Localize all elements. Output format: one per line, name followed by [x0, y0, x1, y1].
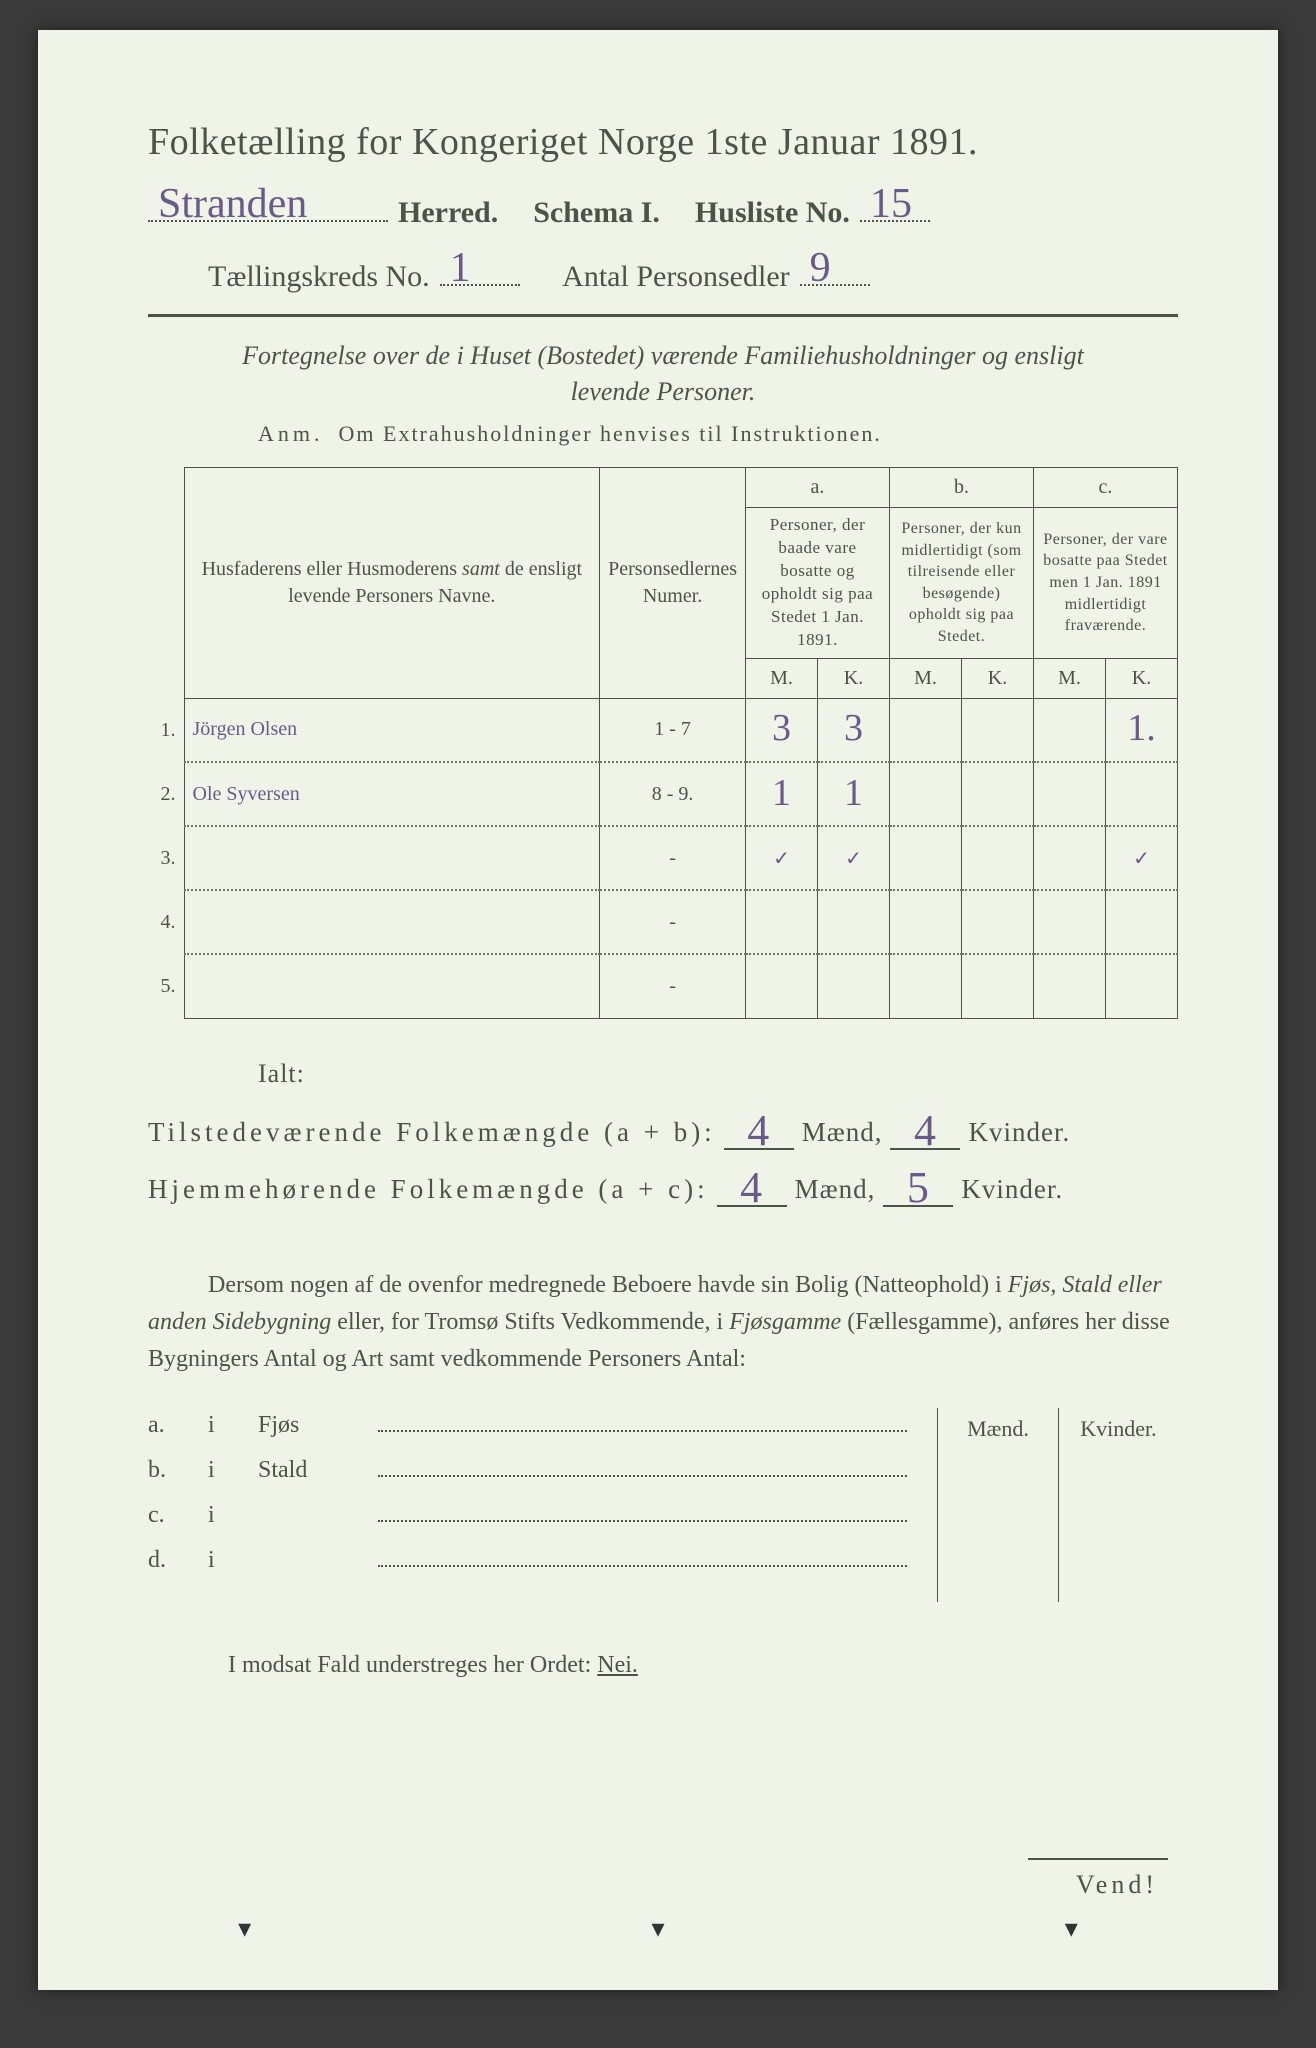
- divider: [148, 314, 1178, 317]
- kreds-label: Tællingskreds No.: [208, 260, 430, 294]
- col-header-numer: Personsedlernes Numer.: [600, 468, 746, 699]
- page-title: Folketælling for Kongeriget Norge 1ste J…: [148, 120, 1178, 164]
- table-row: 2. Ole Syversen 8 - 9. 1 1: [148, 762, 1178, 826]
- herred-field: Stranden: [148, 186, 388, 222]
- household-table: Husfaderens eller Husmoderens samt de en…: [148, 467, 1178, 1019]
- col-c-m: M.: [1034, 658, 1106, 698]
- building-row: a. i Fjøs: [148, 1408, 907, 1439]
- schema-label: Schema I.: [533, 196, 660, 230]
- buildings-table: a. i Fjøs b. i Stald c. i d. i: [148, 1408, 1178, 1602]
- reg-mark-icon: ▾: [651, 1914, 664, 1944]
- table-row: 3. - ✓ ✓ ✓: [148, 826, 1178, 890]
- antal-field: 9: [800, 250, 870, 286]
- total-resident: Hjemmehørende Folkemængde (a + c): 4 Mæn…: [148, 1166, 1178, 1207]
- table-row: 1. Jörgen Olsen 1 - 7 3 3 1.: [148, 698, 1178, 762]
- vend-label: Vend!: [1076, 1870, 1158, 1900]
- col-b-m: M.: [890, 658, 962, 698]
- herred-label: Herred.: [398, 196, 498, 230]
- header-line-2: Stranden Herred. Schema I. Husliste No. …: [148, 186, 1178, 230]
- col-c-k: K.: [1106, 658, 1178, 698]
- col-header-b: Personer, der kun midlertidigt (som tilr…: [890, 508, 1034, 659]
- subtitle-line-2: levende Personer.: [148, 377, 1178, 407]
- building-row: c. i: [148, 1498, 907, 1529]
- col-a-k: K.: [818, 658, 890, 698]
- buildings-paragraph: Dersom nogen af de ovenfor medregnede Be…: [148, 1267, 1178, 1379]
- annotation-line: Anm. Om Extrahusholdninger henvises til …: [258, 421, 1178, 447]
- col-header-names: Husfaderens eller Husmoderens samt de en…: [184, 468, 600, 699]
- building-row: b. i Stald: [148, 1453, 907, 1484]
- buildings-list: a. i Fjøs b. i Stald c. i d. i: [148, 1408, 907, 1588]
- building-row: d. i: [148, 1543, 907, 1574]
- antal-label: Antal Personsedler: [562, 260, 789, 294]
- total-present: Tilstedeværende Folkemængde (a + b): 4 M…: [148, 1109, 1178, 1150]
- buildings-kvinder: Kvinder.: [1058, 1408, 1178, 1602]
- registration-marks: ▾ ▾ ▾: [38, 1914, 1278, 1944]
- col-header-c: Personer, der vare bosatte paa Stedet me…: [1034, 508, 1178, 659]
- header-line-3: Tællingskreds No. 1 Antal Personsedler 9: [208, 250, 1178, 294]
- ialt-label: Ialt:: [258, 1059, 1178, 1089]
- table-row: 4. -: [148, 890, 1178, 954]
- census-form-page: Folketælling for Kongeriget Norge 1ste J…: [38, 30, 1278, 1990]
- nei-line: I modsat Fald understreges her Ordet: Ne…: [228, 1652, 1178, 1679]
- vend-rule: [1028, 1858, 1168, 1860]
- col-header-a-label: a.: [746, 468, 890, 508]
- husliste-label: Husliste No.: [695, 196, 850, 230]
- husliste-field: 15: [860, 186, 930, 222]
- buildings-counts: Mænd. Kvinder.: [937, 1408, 1178, 1602]
- col-a-m: M.: [746, 658, 818, 698]
- col-b-k: K.: [962, 658, 1034, 698]
- col-header-c-label: c.: [1034, 468, 1178, 508]
- col-header-b-label: b.: [890, 468, 1034, 508]
- table-row: 5. -: [148, 954, 1178, 1018]
- reg-mark-icon: ▾: [238, 1914, 251, 1944]
- subtitle-line-1: Fortegnelse over de i Huset (Bostedet) v…: [148, 341, 1178, 371]
- reg-mark-icon: ▾: [1065, 1914, 1078, 1944]
- buildings-maend: Mænd.: [938, 1408, 1058, 1602]
- col-header-a: Personer, der baade vare bosatte og opho…: [746, 508, 890, 659]
- kreds-field: 1: [440, 250, 520, 286]
